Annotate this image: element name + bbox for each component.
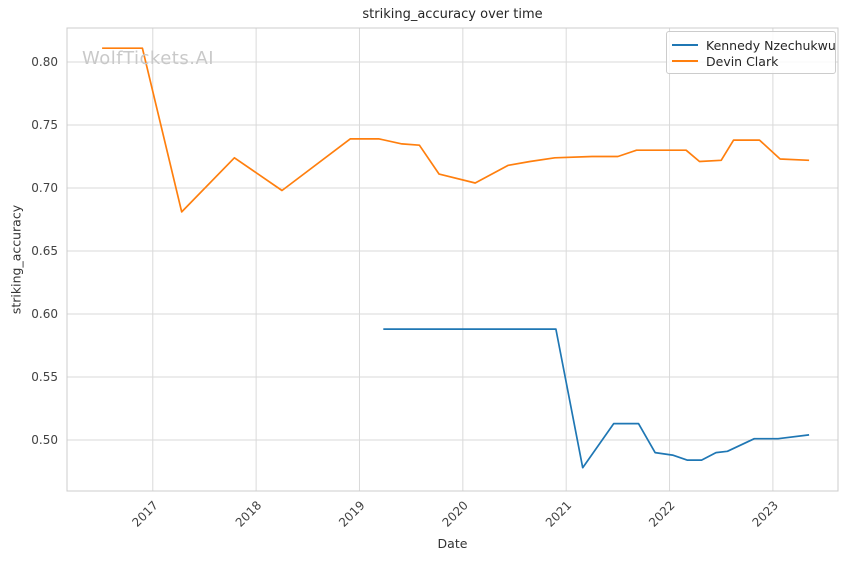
- y-tick-label: 0.60: [31, 307, 58, 321]
- y-tick-label: 0.55: [31, 370, 58, 384]
- legend-label: Kennedy Nzechukwu: [706, 37, 836, 53]
- x-tick-label: 2020: [439, 498, 470, 529]
- y-axis-label: striking_accuracy: [8, 204, 24, 315]
- x-tick-label: 2023: [750, 498, 781, 529]
- y-tick-label: 0.50: [31, 433, 58, 447]
- y-tick-label: 0.80: [31, 55, 58, 69]
- x-tick-label: 2022: [646, 498, 677, 529]
- chart-title: striking_accuracy over time: [362, 7, 543, 22]
- legend-line-swatch-orange: [672, 60, 698, 62]
- series-line-0: [383, 328, 810, 469]
- x-tick-label: 2018: [233, 498, 264, 529]
- y-tick-label: 0.70: [31, 181, 58, 195]
- legend-label: Devin Clark: [706, 53, 779, 69]
- watermark: WolfTickets.AI: [82, 48, 215, 69]
- legend: Kennedy Nzechukwu Devin Clark: [666, 31, 836, 74]
- x-axis-label: Date: [437, 536, 468, 551]
- plot-border: [66, 27, 839, 492]
- legend-item-kennedy-nzechukwu: Kennedy Nzechukwu: [672, 37, 836, 53]
- x-tick-label: 2017: [129, 498, 160, 529]
- x-tick-label: 2019: [336, 498, 367, 529]
- x-tick-label: 2021: [543, 498, 574, 529]
- series-line-1: [102, 47, 810, 213]
- y-tick-label: 0.75: [31, 118, 58, 132]
- legend-item-devin-clark: Devin Clark: [672, 53, 828, 69]
- legend-line-swatch-blue: [672, 44, 698, 46]
- y-tick-label: 0.65: [31, 244, 58, 258]
